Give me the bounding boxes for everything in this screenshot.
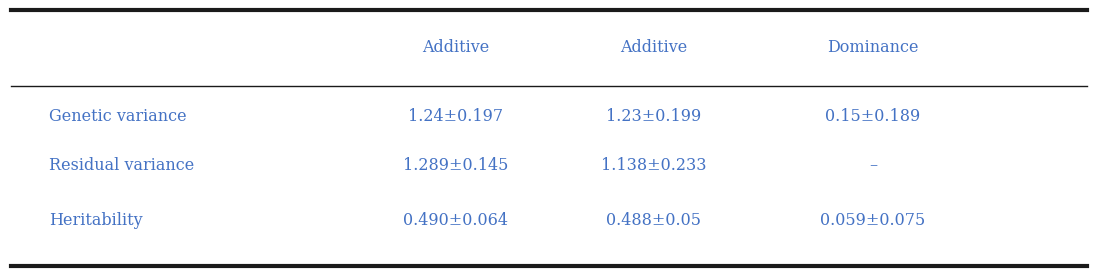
Text: 0.15±0.189: 0.15±0.189 [826,108,920,125]
Text: 1.23±0.199: 1.23±0.199 [606,108,701,125]
Text: Genetic variance: Genetic variance [49,108,187,125]
Text: 0.059±0.075: 0.059±0.075 [820,212,926,229]
Text: –: – [869,157,877,174]
Text: 0.488±0.05: 0.488±0.05 [606,212,701,229]
Text: 1.289±0.145: 1.289±0.145 [403,157,508,174]
Text: Residual variance: Residual variance [49,157,194,174]
Text: 0.490±0.064: 0.490±0.064 [403,212,508,229]
Text: Dominance: Dominance [827,39,919,56]
Text: Additive: Additive [422,39,490,56]
Text: Additive: Additive [619,39,687,56]
Text: 1.138±0.233: 1.138±0.233 [601,157,706,174]
Text: Heritability: Heritability [49,212,143,229]
Text: 1.24±0.197: 1.24±0.197 [408,108,503,125]
